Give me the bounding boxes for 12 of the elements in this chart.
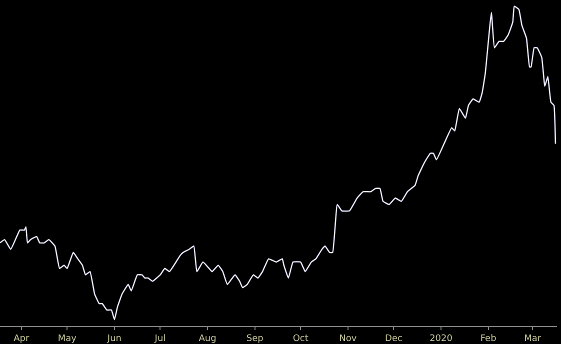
x-tick-label: Feb: [480, 334, 497, 344]
x-tick-label: Apr: [14, 334, 30, 344]
x-tick-label: Dec: [385, 334, 402, 344]
x-tick-label: Jun: [106, 334, 122, 344]
x-tick-label: Nov: [339, 334, 358, 344]
x-tick-label: Jul: [154, 334, 166, 344]
x-tick-label: May: [58, 334, 78, 344]
x-tick-label: 2020: [430, 334, 453, 344]
x-tick-label: Aug: [198, 334, 216, 344]
x-tick-label: Mar: [524, 334, 542, 344]
x-tick-label: Sep: [246, 334, 264, 344]
x-tick-label: Oct: [292, 334, 309, 344]
